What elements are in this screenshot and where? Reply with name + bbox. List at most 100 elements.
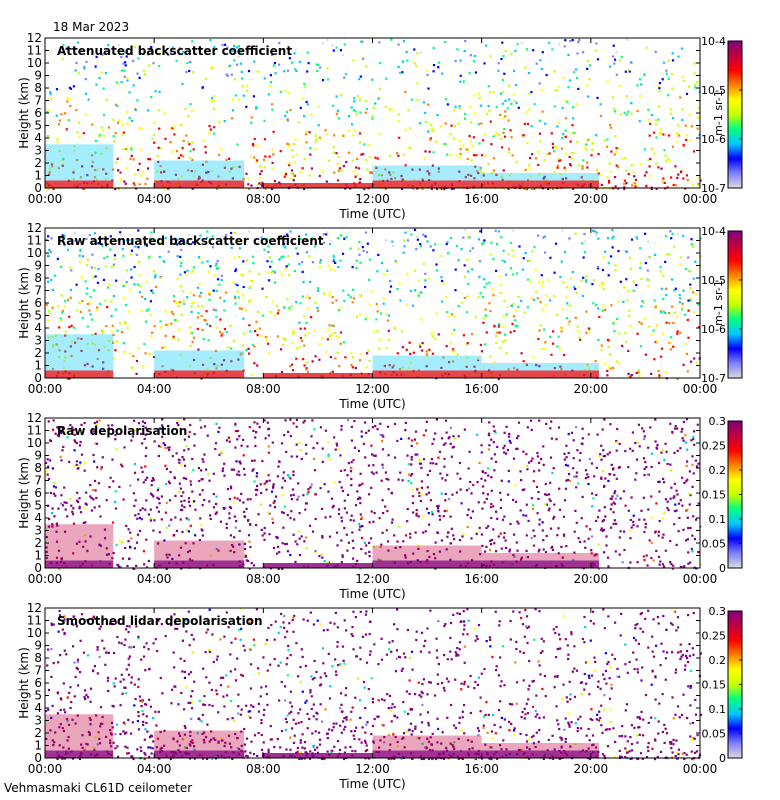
y-tick-label: 10: [27, 626, 42, 640]
y-tick-label: 2: [34, 346, 42, 360]
y-tick-label: 0: [34, 181, 42, 195]
x-tick-label: 12:00: [355, 382, 390, 396]
y-tick-label: 5: [34, 309, 42, 323]
x-tick-label: 08:00: [246, 382, 281, 396]
y-tick-label: 11: [27, 614, 42, 628]
colorbar-tick-label: 0.15: [702, 679, 727, 692]
heatmap-texture: [45, 608, 703, 761]
y-axis-label: Height (km): [17, 647, 31, 718]
y-tick-label: 0: [34, 751, 42, 765]
y-tick-label: 12: [27, 601, 42, 615]
colorbar-scale: [727, 40, 743, 189]
colorbar-tick-label: 0.15: [702, 489, 727, 502]
colorbar-tick-label: 0.05: [702, 728, 727, 741]
x-axis-label: Time (UTC): [338, 587, 405, 601]
colorbar-tick-label: 0.3: [709, 415, 727, 428]
y-axis-label: Height (km): [17, 457, 31, 528]
colorbar-tick-label: 0.1: [709, 513, 727, 526]
y-tick-label: 2: [34, 726, 42, 740]
x-tick-label: 08:00: [246, 192, 281, 206]
colorbar-unit-label: m-1 sr-1: [712, 90, 725, 136]
colorbar-scale: [727, 230, 743, 379]
y-tick-label: 4: [34, 511, 42, 525]
x-tick-label: 12:00: [355, 572, 390, 586]
y-tick-label: 4: [34, 131, 42, 145]
y-tick-label: 12: [27, 221, 42, 235]
date-label: 18 Mar 2023: [53, 20, 130, 34]
x-tick-label: 00:00: [28, 762, 63, 776]
x-tick-label: 00:00: [28, 382, 63, 396]
colorbar-tick-label: 0.2: [709, 654, 727, 667]
y-tick-label: 6: [34, 296, 42, 310]
y-tick-label: 8: [34, 651, 42, 665]
y-tick-label: 12: [27, 411, 42, 425]
y-tick-label: 1: [34, 739, 42, 753]
x-tick-label: 12:00: [355, 762, 390, 776]
y-tick-label: 3: [34, 524, 42, 538]
y-tick-label: 11: [27, 44, 42, 58]
y-tick-label: 12: [27, 31, 42, 45]
x-tick-label: 04:00: [137, 572, 172, 586]
colorbar-tick-label: 10-5: [701, 84, 726, 97]
colorbar-tick-label: 10-5: [701, 274, 726, 287]
x-tick-label: 20:00: [574, 192, 609, 206]
heatmap-texture: [45, 38, 702, 191]
colorbar-tick-label: 10-6: [701, 323, 726, 336]
plot-area: [45, 228, 700, 378]
heatmap-texture: [45, 418, 702, 571]
x-tick-label: 16:00: [464, 762, 499, 776]
y-tick-label: 5: [34, 689, 42, 703]
colorbar: 10-7 10-6 10-5 10-4 m-1 sr-1: [701, 225, 743, 385]
x-tick-label: 12:00: [355, 192, 390, 206]
x-tick-label: 20:00: [574, 762, 609, 776]
x-axis-label: Time (UTC): [338, 207, 405, 221]
colorbar-tick-label: 0.3: [709, 605, 727, 618]
y-tick-label: 7: [34, 284, 42, 298]
x-tick-label: 00:00: [683, 192, 718, 206]
y-tick-label: 3: [34, 714, 42, 728]
x-axis-label: Time (UTC): [338, 397, 405, 411]
colorbar-tick-label: 0: [719, 562, 726, 575]
y-tick-label: 10: [27, 246, 42, 260]
y-tick-label: 7: [34, 94, 42, 108]
y-tick-label: 7: [34, 664, 42, 678]
colorbar-tick-label: 10-6: [701, 133, 726, 146]
y-tick-label: 0: [34, 371, 42, 385]
y-tick-label: 0: [34, 561, 42, 575]
x-tick-label: 16:00: [464, 192, 499, 206]
y-tick-label: 1: [34, 169, 42, 183]
colorbar-tick-label: 10-4: [701, 35, 726, 48]
x-tick-label: 08:00: [246, 762, 281, 776]
y-tick-label: 11: [27, 234, 42, 248]
colorbar: 10-7 10-6 10-5 10-4 m-1 sr-1: [701, 35, 743, 195]
panel-title: Attenuated backscatter coefficient: [57, 44, 292, 58]
x-tick-label: 00:00: [683, 382, 718, 396]
y-tick-label: 1: [34, 549, 42, 563]
colorbar-tick-label: 10-7: [701, 182, 726, 195]
y-axis-label: Height (km): [17, 77, 31, 148]
y-tick-label: 3: [34, 144, 42, 158]
x-tick-label: 00:00: [683, 572, 718, 586]
colorbar: 0 0.05 0.1 0.15 0.2 0.25 0.3: [702, 605, 743, 765]
y-tick-label: 9: [34, 449, 42, 463]
x-tick-label: 20:00: [574, 382, 609, 396]
y-tick-label: 9: [34, 639, 42, 653]
y-tick-label: 5: [34, 499, 42, 513]
y-tick-label: 9: [34, 69, 42, 83]
x-tick-label: 00:00: [28, 192, 63, 206]
colorbar-unit-label: m-1 sr-1: [712, 280, 725, 326]
y-tick-label: 6: [34, 486, 42, 500]
y-axis-label: Height (km): [17, 267, 31, 338]
x-tick-label: 04:00: [137, 192, 172, 206]
y-tick-label: 1: [34, 359, 42, 373]
heatmap-texture: [45, 228, 702, 381]
y-tick-label: 2: [34, 156, 42, 170]
colorbar-tick-label: 10-4: [701, 225, 726, 238]
colorbar-tick-label: 0.1: [709, 703, 727, 716]
